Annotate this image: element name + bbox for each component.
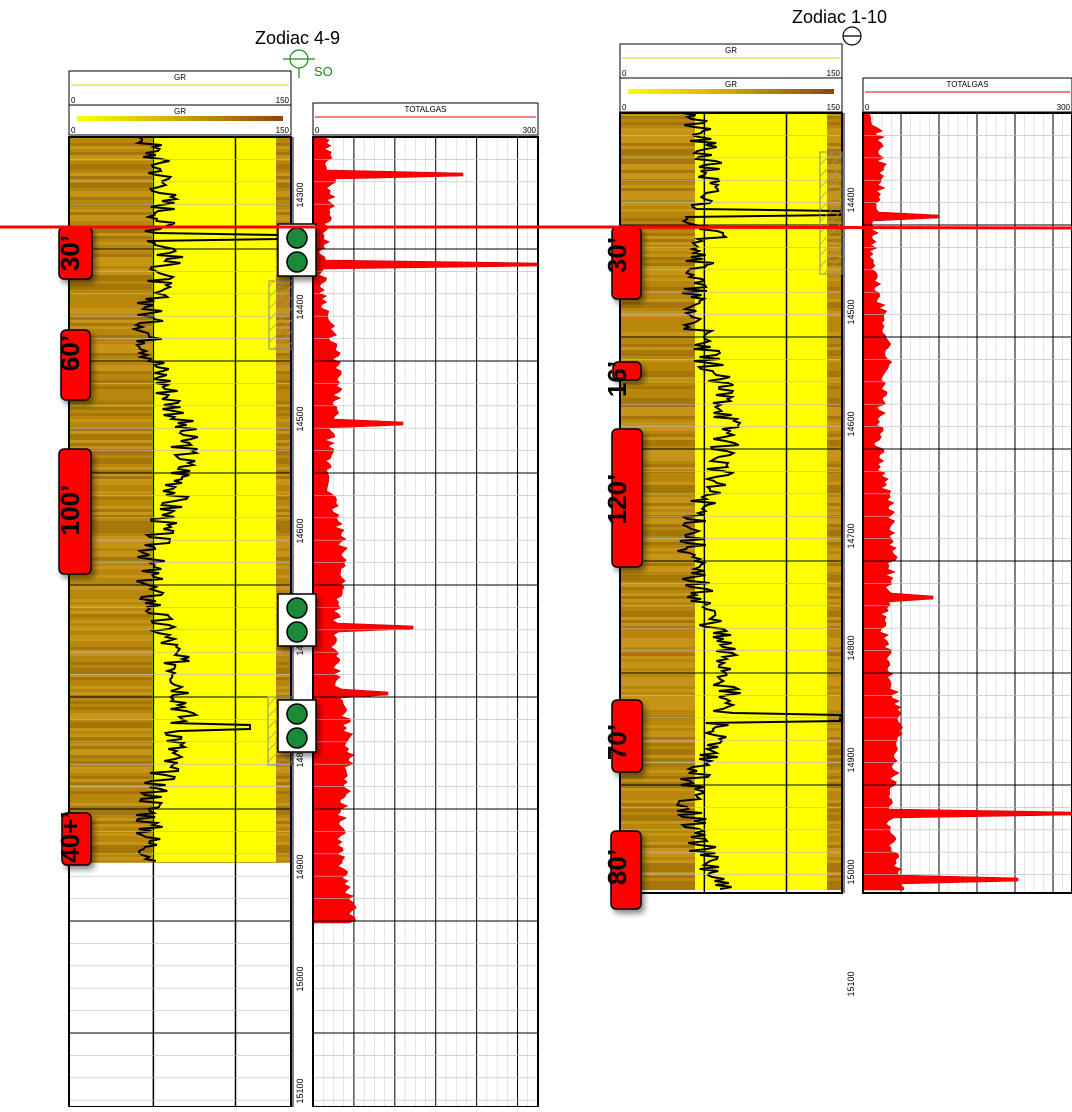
w2-gas-header-min: 0 bbox=[865, 103, 870, 112]
w1-gas-header-box bbox=[312, 102, 539, 136]
w1-gr-header-bottom-max: 150 bbox=[276, 126, 290, 135]
w1-gr-header-bottom-scale-bar bbox=[77, 116, 283, 121]
annotation-label-w2-2: 120’ bbox=[602, 473, 632, 525]
datum-line bbox=[0, 225, 1072, 230]
depth-label: 14500 bbox=[295, 406, 305, 431]
w1-gr-header-top-name: GR bbox=[174, 73, 186, 82]
w2-annotation-box-1 bbox=[612, 361, 642, 381]
depth-label: 14700 bbox=[846, 523, 856, 548]
well-title-zodiac-1-10: Zodiac 1-10 bbox=[792, 7, 888, 27]
w2-annotation-box-3 bbox=[610, 830, 642, 910]
depth-label: 14800 bbox=[846, 635, 856, 660]
w2-gas-frame bbox=[862, 112, 1072, 894]
w1-gr-header-bottom-name: GR bbox=[174, 107, 186, 116]
datum-line-path bbox=[0, 225, 1072, 230]
w2-gr-header-top-min: 0 bbox=[622, 69, 627, 78]
depth-label: 15000 bbox=[295, 966, 305, 991]
w1-gas-header-name: TOTALGAS bbox=[405, 105, 447, 114]
depth-label: 14900 bbox=[846, 747, 856, 772]
w2-gr-header-bottom-scale-bar bbox=[628, 89, 834, 94]
well-zodiac-4-9: GR 0 150 GR 0 150 TOTALGAS 0 300 14300 14400 14500 1… bbox=[58, 49, 539, 1108]
depth-label: 14800 bbox=[295, 742, 305, 767]
annotation-label-w2-1: 16’ bbox=[602, 360, 632, 398]
w2-hatch-box-1 bbox=[819, 151, 843, 275]
w2-annotation-box-4 bbox=[611, 699, 643, 773]
w1-gr-header-top-max: 150 bbox=[276, 96, 290, 105]
annotation-label-w2-3: 80’ bbox=[602, 848, 632, 886]
w1-show-2-dot-top bbox=[286, 597, 308, 619]
w1-gr-header-bottom-min: 0 bbox=[71, 126, 76, 135]
depth-label: 14300 bbox=[295, 182, 305, 207]
w2-gr-header-top-max: 150 bbox=[827, 69, 841, 78]
w2-gas-header-name: TOTALGAS bbox=[947, 80, 989, 89]
well-status-label: SO bbox=[314, 64, 333, 79]
w1-annotation-box-2 bbox=[58, 448, 92, 575]
w2-gr-sand bbox=[695, 113, 827, 890]
depth-label: 14900 bbox=[295, 854, 305, 879]
w2-gas-gas-fill bbox=[862, 112, 1072, 891]
w2-gr-header-bottom-max: 150 bbox=[827, 103, 841, 112]
w1-annotation-box-3 bbox=[61, 812, 92, 866]
annotation-label-w1-0: 30’ bbox=[55, 234, 85, 272]
depth-label: 15100 bbox=[846, 971, 856, 996]
w2-gas-header-max: 300 bbox=[1057, 103, 1071, 112]
annotation-label-w1-2: 100’ bbox=[55, 484, 85, 536]
w1-show-3-dot-bottom bbox=[286, 727, 308, 749]
w2-gr-header-bottom-min: 0 bbox=[622, 103, 627, 112]
w1-annotation-box-1 bbox=[60, 329, 91, 401]
w1-gr-header-top-min: 0 bbox=[71, 96, 76, 105]
depth-label: 15100 bbox=[295, 1078, 305, 1103]
w1-show-2-dot-bottom bbox=[286, 621, 308, 643]
w1-show-3-dot-top bbox=[286, 703, 308, 725]
w1-hatch-box-1 bbox=[268, 280, 293, 350]
depth-label: 15000 bbox=[846, 859, 856, 884]
well-title-zodiac-4-9: Zodiac 4-9 bbox=[255, 28, 341, 48]
well-zodiac-1-10: GR 0 150 GR 0 150 TOTALGAS 0 300 14400 14500 14600 1… bbox=[610, 26, 1072, 997]
depth-label: 14400 bbox=[846, 187, 856, 212]
w1-gr-curve bbox=[130, 136, 281, 862]
w2-gr-header-bottom-name: GR bbox=[725, 80, 737, 89]
annotation-label-w1-1: 60’ bbox=[55, 334, 85, 372]
w2-annotation-box-2 bbox=[611, 428, 643, 568]
w2-gr-header-top-name: GR bbox=[725, 46, 737, 55]
w1-gr-sand bbox=[152, 137, 276, 862]
w1-gas-header-max: 300 bbox=[523, 126, 537, 135]
w1-gr-header-top-box bbox=[68, 70, 292, 106]
w1-show-1-dot-bottom bbox=[286, 251, 308, 273]
depth-label: 14400 bbox=[295, 294, 305, 319]
annotation-label-w2-4: 70’ bbox=[602, 723, 632, 761]
depth-label: 14600 bbox=[295, 518, 305, 543]
w1-gas-header-min: 0 bbox=[315, 126, 320, 135]
w1-show-1-dot-top bbox=[286, 227, 308, 249]
annotation-label-w1-3: 40+’ bbox=[55, 811, 85, 863]
w1-gas-gas-fill bbox=[312, 136, 539, 924]
depth-label: 14600 bbox=[846, 411, 856, 436]
annotation-label-w2-0: 30’ bbox=[602, 236, 632, 274]
w2-gr-header-bottom-box bbox=[619, 77, 843, 113]
depth-label: 14500 bbox=[846, 299, 856, 324]
w2-gr-curve bbox=[675, 112, 841, 890]
